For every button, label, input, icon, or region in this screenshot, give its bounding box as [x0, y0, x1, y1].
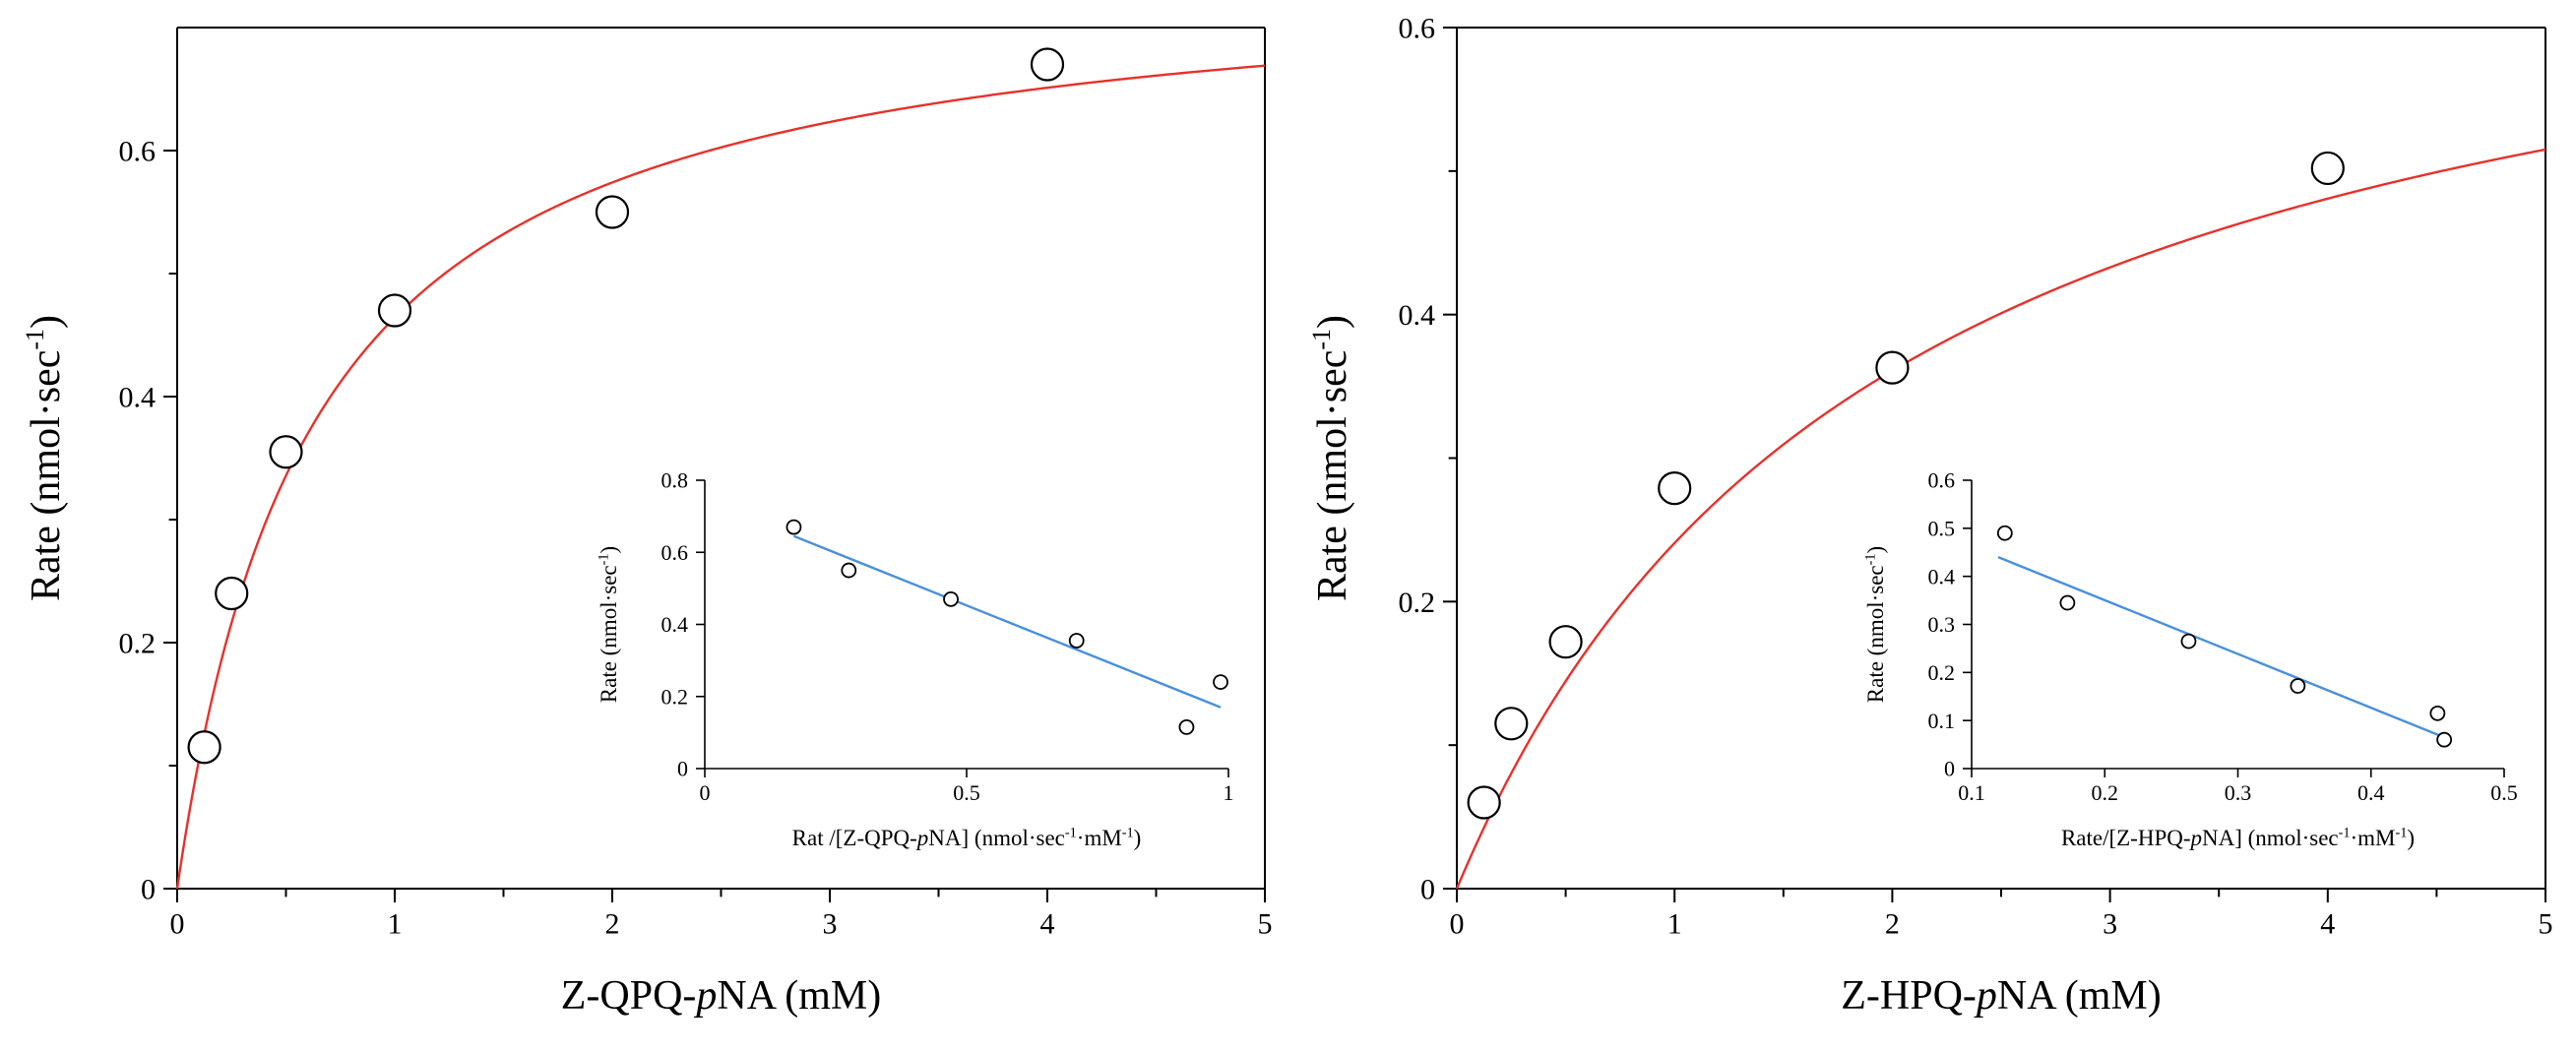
chart-1-inset: 0 0.2 0.4 0.6 0.8 0 0.5 1 Rate (nmol·sec-1) Rat /… [596, 468, 1233, 850]
chart-2-data-point [1467, 785, 1501, 820]
chart-1-inset-y-tick-label: 0.6 [661, 540, 689, 565]
chart-1-data-point [1030, 47, 1065, 82]
chart-2-panel: 0 0.2 0.4 0.6 0 1 2 3 4 5 Rate (nmol·sec-1) Z-HPQ-p… [1307, 13, 2552, 1020]
chart-1-inset-data-point [943, 590, 959, 607]
chart-2-inset-x-tick-label: 0.4 [2357, 780, 2385, 805]
chart-1-panel: 0 0.2 0.4 0.6 0 1 2 3 4 5 Rate (nmol·sec-1) Z-QPQ-p… [21, 27, 1273, 1019]
chart-1-y-axis-label: Rate (nmol·sec-1) [21, 315, 69, 601]
chart-1-data-point [269, 435, 303, 469]
chart-1-inset-data-point [1178, 718, 1195, 735]
chart-1-x-tick-label: 4 [1040, 908, 1055, 941]
chart-2-data-point [1494, 707, 1529, 741]
chart-1-data-point [187, 730, 221, 765]
chart-2-inset-x-axis-label: Rate/[Z-HPQ-pNA] (nmol·sec-1·mM-1) [2061, 825, 2415, 850]
chart-1-inset-x-tick-label: 1 [1224, 780, 1234, 805]
chart-1-data-point [215, 576, 249, 611]
chart-2-inset-x-tick-label: 0.1 [1958, 780, 1985, 805]
chart-2-x-tick-label: 2 [1885, 908, 1900, 941]
chart-2-inset-data-point [2180, 633, 2197, 650]
chart-1-fit-curve [175, 64, 1266, 890]
chart-1-x-tick-label: 5 [1258, 908, 1273, 941]
chart-1-x-tick-label: 1 [388, 908, 403, 941]
chart-2-inset-data-point [2436, 731, 2453, 748]
chart-1-inset-y-axis-label: Rate (nmol·sec-1) [596, 546, 621, 703]
chart-2-inset-y-tick-label: 0.4 [1928, 564, 1956, 588]
chart-2-inset-data-point [2059, 594, 2076, 611]
chart-2-inset-y-tick-label: 0.2 [1928, 660, 1956, 685]
chart-2-inset-y-tick-label: 0.1 [1928, 709, 1956, 733]
chart-1-inset-y-tick-label: 0.4 [661, 612, 689, 637]
chart-2-y-tick-label: 0.4 [1399, 299, 1436, 332]
chart-2-inset-data-point [1996, 525, 2013, 541]
chart-1-y-tick-label: 0.4 [119, 382, 157, 414]
chart-2-y-tick-label: 0.2 [1399, 587, 1436, 619]
chart-2-data-point [1658, 471, 1692, 506]
chart-1-x-tick-label: 0 [170, 908, 185, 941]
chart-2-y-axis-label: Rate (nmol·sec-1) [1307, 315, 1355, 601]
chart-2-inset-x-tick-label: 0.3 [2225, 780, 2252, 805]
chart-2-inset-data-point [2290, 678, 2306, 694]
chart-2-x-axis-label: Z-HPQ-pNA (mM) [1841, 973, 2162, 1019]
chart-1-y-tick-label: 0.2 [119, 628, 157, 660]
chart-2-y-tick-label: 0.6 [1399, 13, 1436, 45]
chart-1-x-axis-label: Z-QPQ-pNA (mM) [561, 973, 882, 1019]
chart-1-inset-data-point [785, 519, 802, 535]
chart-2-inset-y-tick-label: 0 [1944, 757, 1955, 781]
chart-1-inset-x-tick-label: 0 [700, 780, 711, 805]
chart-1-data-point [595, 195, 630, 229]
chart-1-data-point [377, 293, 412, 328]
chart-2-inset-data-point [2429, 705, 2446, 721]
chart-2-inset-y-tick-label: 0.6 [1928, 468, 1956, 493]
chart-2-inset-y-tick-label: 0.5 [1928, 517, 1956, 541]
chart-1-inset-y-tick-label: 0.8 [661, 468, 689, 493]
chart-2-data-point [1548, 625, 1583, 659]
chart-1-inset-fit-line [792, 534, 1222, 709]
chart-1-inset-y-tick-label: 0.2 [661, 684, 689, 709]
chart-2-x-tick-label: 0 [1450, 908, 1465, 941]
chart-2-x-tick-label: 1 [1667, 908, 1682, 941]
chart-1-x-tick-label: 3 [823, 908, 838, 941]
chart-2-fit-curve [1455, 148, 2546, 890]
chart-2-data-point [2310, 151, 2345, 186]
chart-2-inset-x-tick-label: 0.2 [2092, 780, 2119, 805]
chart-2-inset-y-tick-label: 0.3 [1928, 612, 1956, 637]
chart-2-x-tick-label: 3 [2103, 908, 2117, 941]
chart-2-inset-x-tick-label: 0.5 [2490, 780, 2518, 805]
chart-2-y-tick-label: 0 [1420, 874, 1435, 906]
chart-1-inset-y-tick-label: 0 [677, 757, 688, 781]
chart-1-inset-data-point [1213, 674, 1228, 690]
chart-2-inset-fit-line [1997, 556, 2445, 739]
chart-2-data-point [1875, 350, 1910, 385]
chart-1-y-tick-label: 0 [141, 874, 156, 906]
chart-2-x-tick-label: 5 [2539, 908, 2553, 941]
chart-1-x-tick-label: 2 [605, 908, 620, 941]
chart-2-inset-y-axis-label: Rate (nmol·sec-1) [1862, 546, 1888, 703]
chart-1-inset-data-point [841, 562, 857, 579]
chart-1-y-tick-label: 0.6 [119, 136, 157, 168]
chart-1-inset-x-axis-label: Rat /[Z-QPQ-pNA] (nmol·sec-1·mM-1) [792, 825, 1142, 850]
chart-1-inset-data-point [1068, 633, 1085, 649]
chart-1-inset-x-tick-label: 0.5 [953, 780, 980, 805]
chart-2-x-tick-label: 4 [2320, 908, 2335, 941]
